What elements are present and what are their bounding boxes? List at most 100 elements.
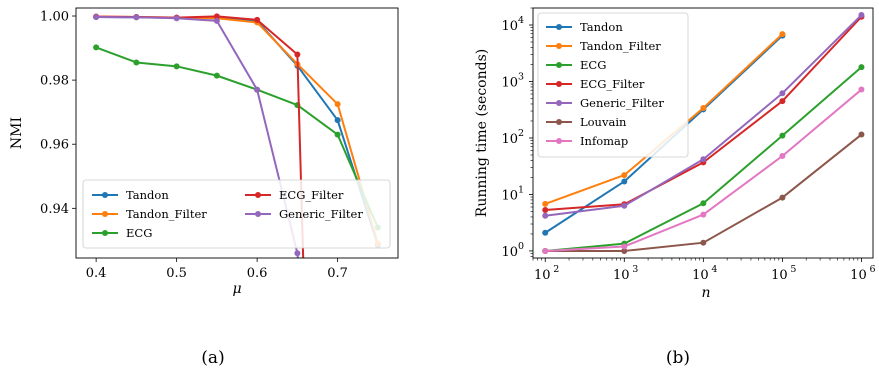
nmi-point-ecg xyxy=(93,44,100,51)
nmi-point-generic-filter xyxy=(213,17,220,24)
nmi-x-axis-label: μ xyxy=(232,281,241,297)
nmi-y-axis-label: NMI xyxy=(9,117,25,149)
nmi-y-tick-label: 0.94 xyxy=(40,202,69,217)
nmi-point-ecg xyxy=(213,72,220,79)
nmi-line-ecg xyxy=(95,46,379,228)
nmi-legend-marker-ecg-filter xyxy=(255,192,261,198)
running-time-x-tick-label: 10 xyxy=(613,268,630,283)
running-time-point-ecg xyxy=(779,132,786,139)
caption-a: (a) xyxy=(201,348,224,368)
nmi-point-tandon-filter xyxy=(334,101,341,108)
nmi-y-tick-label: 0.98 xyxy=(40,74,69,89)
running-time-y-tick-label: 10 xyxy=(501,19,518,34)
running-time-point-ecg-filter xyxy=(779,98,786,105)
nmi-x-tick-label: 0.6 xyxy=(247,266,268,281)
nmi-point-generic-filter xyxy=(133,14,140,21)
running-time-point-ecg-filter xyxy=(542,207,549,214)
nmi-point-ecg xyxy=(334,131,341,138)
running-time-point-generic-filter xyxy=(621,202,628,209)
nmi-legend-label-tandon: Tandon xyxy=(126,188,169,202)
running-time-x-tick-exponent: 2 xyxy=(553,264,559,275)
running-time-point-louvain xyxy=(621,247,628,254)
running-time-y-tick-exponent: 1 xyxy=(518,184,524,195)
running-time-legend-label-louvain: Louvain xyxy=(580,115,627,129)
running-time-point-ecg xyxy=(700,200,707,207)
running-time-point-louvain xyxy=(700,239,707,246)
running-time-point-generic-filter xyxy=(700,156,707,163)
nmi-line-generic-filter xyxy=(96,15,299,258)
running-time-legend-label-ecg-filter: ECG_Filter xyxy=(580,77,645,91)
nmi-point-tandon xyxy=(334,117,341,124)
running-time-legend-marker-ecg xyxy=(556,62,562,68)
nmi-legend-label-tandon-filter: Tandon_Filter xyxy=(126,207,207,221)
nmi-line-ecg-filter xyxy=(96,15,305,258)
nmi-x-tick-label: 0.5 xyxy=(166,266,187,281)
nmi-y-tick-label: 0.96 xyxy=(40,138,69,153)
running-time-point-infomap xyxy=(621,243,628,250)
running-time-legend-label-ecg: ECG xyxy=(580,58,606,72)
nmi-legend-marker-tandon xyxy=(102,192,108,198)
running-time-point-tandon-filter xyxy=(700,104,707,111)
nmi-plot-frame xyxy=(75,7,399,259)
running-time-y-tick-label: 10 xyxy=(501,245,518,260)
nmi-point-ecg-filter xyxy=(254,16,261,23)
running-time-point-louvain xyxy=(779,194,786,201)
running-time-point-louvain xyxy=(858,131,865,138)
running-time-chart: 10 2 10 3 10 4 10 5 10 610 010 110 210 310 4 n Running… xyxy=(474,7,875,368)
running-time-point-tandon xyxy=(542,229,549,236)
running-time-x-tick-exponent: 6 xyxy=(869,264,875,275)
nmi-chart: 0.4 0.5 0.6 0.7 0.94 0.96 0.98 1.00 μ NMI Tando… xyxy=(9,7,399,368)
running-time-legend: Tandon Tandon_Filter ECG ECG_Filter Generic_… xyxy=(537,12,689,158)
running-time-x-tick-label: 10 xyxy=(534,268,551,283)
running-time-legend-marker-infomap xyxy=(556,138,562,144)
nmi-legend-label-generic-filter: Generic_Filter xyxy=(279,207,363,221)
nmi-point-ecg xyxy=(173,63,180,70)
running-time-point-generic-filter xyxy=(542,212,549,219)
running-time-y-tick-label: 10 xyxy=(501,188,518,203)
running-time-point-infomap xyxy=(542,247,549,254)
running-time-x-tick-exponent: 3 xyxy=(632,264,638,275)
running-time-point-tandon-filter xyxy=(621,172,628,179)
nmi-x-tick-label: 0.7 xyxy=(327,266,348,281)
running-time-point-ecg xyxy=(858,64,865,71)
nmi-y-tick-label: 1.00 xyxy=(40,10,69,25)
running-time-legend-marker-generic-filter xyxy=(556,100,562,106)
running-time-y-tick-exponent: 0 xyxy=(518,241,524,252)
running-time-legend-marker-louvain xyxy=(556,119,562,125)
running-time-x-tick-label: 10 xyxy=(850,268,867,283)
nmi-point-ecg xyxy=(133,59,140,66)
running-time-point-tandon xyxy=(621,178,628,185)
running-time-x-tick-label: 10 xyxy=(771,268,788,283)
nmi-point-generic-filter xyxy=(254,86,261,93)
running-time-point-infomap xyxy=(700,211,707,218)
nmi-point-generic-filter xyxy=(294,250,301,257)
nmi-legend-label-ecg-filter: ECG_Filter xyxy=(279,188,344,202)
nmi-legend: Tandon Tandon_Filter ECG ECG_Filter Generic_… xyxy=(82,179,391,249)
running-time-point-generic-filter xyxy=(779,90,786,97)
running-time-x-tick-exponent: 4 xyxy=(711,264,717,275)
running-time-point-generic-filter xyxy=(858,12,865,19)
nmi-point-generic-filter xyxy=(173,15,180,22)
nmi-legend-box xyxy=(82,179,391,249)
running-time-x-tick-label: 10 xyxy=(692,268,709,283)
running-time-legend-label-tandon: Tandon xyxy=(580,20,623,34)
running-time-plot-frame xyxy=(532,7,874,259)
running-time-x-axis-label: n xyxy=(701,285,710,301)
running-time-legend-marker-tandon-filter xyxy=(556,43,562,49)
running-time-point-tandon-filter xyxy=(779,31,786,38)
running-time-y-tick-label: 10 xyxy=(501,75,518,90)
nmi-point-ecg-filter xyxy=(213,13,220,20)
nmi-legend-marker-tandon-filter xyxy=(102,211,108,217)
nmi-point-ecg-filter xyxy=(294,51,301,58)
running-time-x-tick-exponent: 5 xyxy=(790,264,796,275)
running-time-y-tick-exponent: 3 xyxy=(518,71,524,82)
running-time-legend-label-infomap: Infomap xyxy=(580,134,628,148)
running-time-y-tick-exponent: 4 xyxy=(518,15,524,26)
running-time-point-infomap xyxy=(779,152,786,159)
nmi-legend-label-ecg: ECG xyxy=(126,226,152,240)
running-time-point-tandon-filter xyxy=(542,200,549,207)
running-time-legend-marker-tandon xyxy=(556,24,562,30)
running-time-legend-label-tandon-filter: Tandon_Filter xyxy=(580,39,661,53)
nmi-legend-marker-ecg xyxy=(102,230,108,236)
